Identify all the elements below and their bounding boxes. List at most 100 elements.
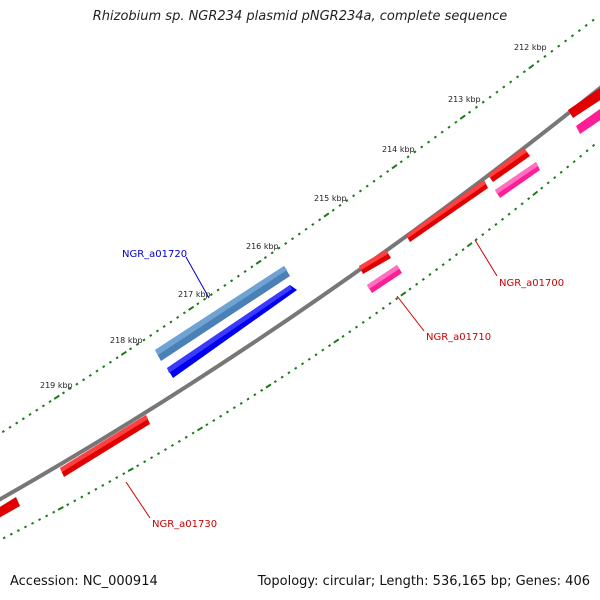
- gene-cds-edge-left[interactable]: [0, 497, 20, 518]
- outer-minor-tick: [454, 120, 458, 124]
- inner-minor-tick: [143, 460, 147, 464]
- outer-minor-tick: [304, 227, 308, 231]
- inner-minor-tick: [122, 472, 126, 476]
- outer-minor-tick: [564, 39, 568, 43]
- outer-minor-tick: [413, 150, 417, 154]
- inner-minor-tick: [52, 510, 56, 514]
- gene-NGR_a01720-cds[interactable]: [155, 266, 297, 378]
- gene-cds-red-small-1[interactable]: [488, 148, 530, 182]
- inner-minor-tick: [388, 301, 392, 305]
- inner-minor-tick: [341, 334, 345, 338]
- inner-minor-tick: [441, 263, 445, 267]
- outer-minor-tick: [311, 223, 315, 227]
- tick-label-215: 215 kbp: [314, 194, 347, 203]
- outer-minor-tick: [297, 232, 301, 236]
- outer-minor-tick: [372, 179, 376, 183]
- gene-label-NGR_a01700: NGR_a01700: [499, 278, 564, 289]
- gene-label-NGR_a01720: NGR_a01720: [122, 249, 187, 260]
- inner-minor-tick: [553, 176, 557, 180]
- inner-minor-tick: [115, 476, 119, 480]
- outer-minor-tick: [203, 297, 207, 301]
- inner-major-tick: [466, 242, 473, 248]
- inner-minor-tick: [566, 165, 570, 169]
- outer-minor-tick: [162, 324, 166, 328]
- outer-minor-tick: [406, 155, 410, 159]
- inner-minor-tick: [300, 362, 305, 366]
- inner-minor-tick: [108, 480, 112, 483]
- inner-minor-tick: [527, 197, 531, 201]
- outer-minor-tick: [223, 283, 227, 287]
- outer-minor-tick: [149, 333, 153, 337]
- outer-minor-tick: [95, 369, 99, 373]
- inner-minor-tick: [327, 344, 332, 348]
- tick-label-212: 212 kbp: [514, 43, 547, 52]
- outer-minor-tick: [502, 85, 506, 89]
- outer-minor-tick: [284, 241, 288, 245]
- leader-NGR_a01710: [396, 295, 425, 332]
- outer-minor-tick: [61, 391, 66, 395]
- inner-minor-tick: [487, 227, 491, 232]
- inner-minor-tick: [428, 272, 432, 276]
- outer-minor-tick: [41, 404, 45, 408]
- inner-minor-tick: [177, 439, 181, 443]
- outer-minor-tick: [543, 54, 547, 58]
- outer-major-tick: [120, 350, 127, 356]
- outer-minor-tick: [82, 378, 86, 382]
- inner-minor-tick: [415, 282, 419, 286]
- outer-minor-tick: [557, 44, 561, 48]
- gene-NGR_a01710-cds[interactable]: [367, 265, 402, 293]
- gene-label-NGR_a01710: NGR_a01710: [426, 332, 491, 343]
- inner-minor-tick: [321, 348, 325, 352]
- inner-minor-tick: [381, 306, 385, 310]
- sequence-backbone: [0, 85, 600, 502]
- inner-minor-tick: [205, 423, 209, 427]
- outer-minor-tick: [169, 320, 173, 324]
- outer-minor-tick: [399, 160, 403, 164]
- inner-minor-tick: [23, 525, 27, 529]
- gene-label-NGR_a01730: NGR_a01730: [152, 519, 217, 530]
- inner-minor-tick: [80, 495, 84, 499]
- inner-minor-tick: [87, 491, 91, 495]
- outer-minor-tick: [135, 342, 139, 346]
- outer-minor-tick: [433, 135, 437, 139]
- inner-minor-tick: [579, 154, 583, 158]
- inner-minor-tick: [31, 521, 35, 525]
- inner-minor-tick: [232, 406, 236, 410]
- outer-minor-tick: [522, 70, 526, 74]
- outer-minor-tick: [447, 125, 451, 129]
- outer-minor-tick: [474, 105, 478, 109]
- outer-major-tick: [188, 305, 195, 311]
- inner-minor-tick: [150, 456, 154, 460]
- inner-minor-tick: [507, 212, 511, 216]
- outer-minor-tick: [216, 288, 220, 292]
- inner-minor-tick: [348, 330, 352, 334]
- outer-minor-tick: [115, 356, 119, 360]
- inner-minor-tick: [454, 253, 458, 257]
- outer-minor-tick: [35, 408, 39, 412]
- gene-NGR_a01730-cds[interactable]: [60, 415, 150, 477]
- inner-minor-tick: [163, 448, 168, 452]
- gene-NGR_a01700-cds[interactable]: [406, 180, 488, 242]
- inner-minor-tick: [246, 397, 250, 401]
- inner-minor-tick: [559, 170, 563, 174]
- outer-minor-tick: [386, 170, 390, 174]
- inner-minor-tick: [494, 222, 498, 226]
- inner-minor-tick: [38, 518, 42, 522]
- gene-cds-edge-right-pink[interactable]: [576, 109, 600, 134]
- leader-NGR_a01700: [474, 239, 498, 277]
- inner-minor-tick: [520, 202, 524, 206]
- inner-minor-tick: [421, 277, 425, 281]
- gene-cds-red-small-2[interactable]: [359, 250, 391, 274]
- outer-minor-tick: [15, 421, 19, 425]
- outer-minor-tick: [142, 338, 146, 342]
- outer-minor-tick: [426, 140, 431, 144]
- inner-minor-tick: [253, 393, 257, 397]
- outer-major-tick: [323, 212, 330, 218]
- gene-cds-pink-small-1[interactable]: [495, 162, 540, 198]
- gene-cds-edge-right-red[interactable]: [568, 88, 600, 118]
- outer-minor-tick: [481, 100, 485, 104]
- outer-minor-tick: [379, 174, 383, 178]
- outer-minor-tick: [550, 49, 554, 53]
- outer-minor-tick: [68, 387, 72, 391]
- inner-major-tick: [127, 467, 134, 473]
